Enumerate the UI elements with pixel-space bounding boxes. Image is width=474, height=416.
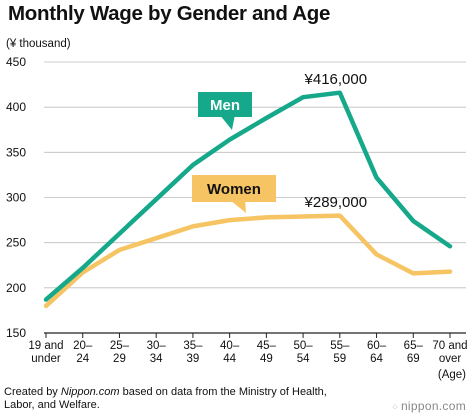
y-tick-label: 300 bbox=[6, 191, 26, 205]
series-line-men bbox=[43, 90, 453, 302]
chart-title: Monthly Wage by Gender and Age bbox=[8, 2, 331, 25]
brand-dots-icon: ⁘ bbox=[391, 402, 399, 412]
series-labels: Men ¥416,000 Women ¥289,000 bbox=[192, 71, 367, 213]
x-tick-label: 55– 59 bbox=[330, 340, 350, 365]
x-tick-labels: 19 and under 20– 24 25– 29 30– 34 35– 39 40– 44 45– 4… bbox=[28, 340, 467, 381]
x-tick-label: 19 and under bbox=[28, 340, 63, 365]
series-label-women: Women bbox=[192, 175, 276, 213]
credit-source: Nippon.com bbox=[60, 386, 120, 398]
x-tick-label: 60– 64 bbox=[367, 340, 387, 365]
x-tick-label: 50– 54 bbox=[293, 340, 313, 365]
series-name-men: Men bbox=[210, 97, 240, 114]
x-tick-label: 35– 39 bbox=[183, 340, 203, 365]
x-axis-unit: (Age) bbox=[438, 369, 466, 381]
line-chart: 150 200 250 300 350 400 450 19 and under 20– 24 25… bbox=[6, 55, 468, 381]
x-tick-label: 65– 69 bbox=[404, 340, 424, 365]
x-tick-label: 70 and over bbox=[432, 340, 467, 365]
series-lines bbox=[43, 90, 453, 309]
peak-label-women: ¥289,000 bbox=[304, 194, 368, 211]
y-axis-unit: (¥ thousand) bbox=[6, 38, 71, 50]
y-tick-label: 200 bbox=[6, 281, 26, 295]
y-tick-labels: 150 200 250 300 350 400 450 bbox=[6, 55, 26, 340]
credit-suffix: based on data from the Ministry of Healt… bbox=[4, 386, 327, 411]
brand-text: nippon.com bbox=[400, 399, 466, 413]
x-tick-label: 30– 34 bbox=[147, 340, 167, 365]
series-line-women bbox=[43, 213, 453, 309]
source-credit: Created by Nippon.com based on data from… bbox=[4, 386, 354, 412]
grid-lines bbox=[44, 61, 466, 338]
x-tick-label: 40– 44 bbox=[220, 340, 240, 365]
peak-label-men: ¥416,000 bbox=[304, 71, 368, 88]
y-tick-label: 350 bbox=[6, 145, 26, 159]
series-label-men: Men bbox=[198, 92, 252, 130]
credit-prefix: Created by bbox=[4, 386, 61, 398]
x-tick-label: 25– 29 bbox=[110, 340, 130, 365]
y-tick-label: 400 bbox=[6, 100, 26, 114]
series-name-women: Women bbox=[207, 181, 261, 198]
x-tick-label: 45– 49 bbox=[257, 340, 277, 365]
y-tick-label: 150 bbox=[6, 326, 26, 340]
brand-logo: ⁘ nippon.com bbox=[391, 399, 466, 413]
y-tick-label: 250 bbox=[6, 236, 26, 250]
y-tick-label: 450 bbox=[6, 55, 26, 69]
x-tick-label: 20– 24 bbox=[73, 340, 93, 365]
